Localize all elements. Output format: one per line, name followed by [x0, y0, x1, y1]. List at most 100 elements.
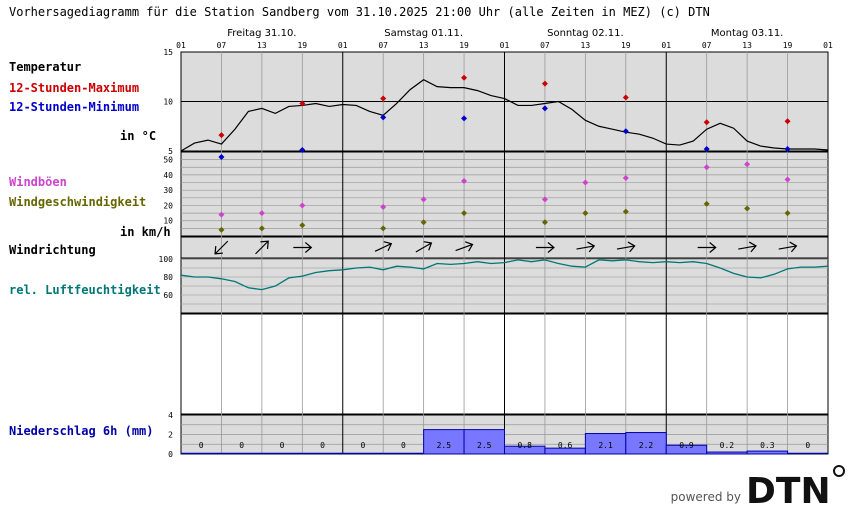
wind-gust-point	[744, 161, 751, 168]
day-label: Sonntag 02.11.	[547, 28, 624, 39]
wind-arrow-icon	[535, 242, 555, 253]
wind-arrow-icon	[738, 241, 757, 253]
wind-arrow-icon	[576, 241, 596, 253]
wind-arrow-shape	[535, 242, 555, 253]
wind-speed-point	[622, 208, 629, 215]
wind-arrow-shape	[576, 241, 596, 253]
precipitation-value-label: 0	[280, 441, 285, 450]
wind-arrow-shape	[214, 240, 229, 255]
hour-tick-label: 07	[217, 41, 227, 50]
day-label: Freitag 31.10.	[227, 28, 296, 39]
day-label: Montag 03.11.	[711, 28, 783, 39]
chart-marks: 0 0 0 0 0 0 2.5 2.5 0.8 0.6 2.1 2.2 0.9 0.2 0.3 0	[180, 74, 829, 455]
min-temperature-point	[380, 114, 387, 121]
hour-tick-label: 13	[419, 41, 429, 50]
wind-speed-point	[420, 219, 427, 226]
wind-speed-point	[218, 226, 225, 233]
wind-speed-point	[258, 225, 265, 232]
hour-tick-label: 01	[176, 41, 186, 50]
wind-arrow-shape	[697, 242, 717, 253]
wind-arrow-shape	[415, 241, 433, 253]
wind-axis-tick: 10	[163, 217, 173, 226]
wind-arrow-shape	[255, 240, 269, 255]
precipitation-axis-tick: 0	[168, 450, 173, 459]
gust-label: Windböen	[9, 175, 67, 189]
wind-gust-point	[582, 179, 589, 186]
temperature-axis-tick: 15	[163, 48, 173, 57]
humidity-axis-tick: 80	[163, 273, 173, 282]
precipitation-bar	[706, 451, 748, 455]
min-temperature-point	[218, 153, 225, 160]
hour-tick-label: 13	[257, 41, 267, 50]
hour-tick-label: 13	[742, 41, 752, 50]
wind-arrow-icon	[697, 242, 717, 253]
max-temperature-point	[784, 118, 791, 125]
hour-tick-label: 01	[338, 41, 348, 50]
wind-arrow-shape	[778, 241, 798, 253]
hour-tick-label: 01	[500, 41, 510, 50]
precipitation-value-label: 2.5	[477, 441, 492, 450]
wind-arrow-icon	[778, 241, 798, 253]
wind-speed-point	[703, 200, 710, 207]
max-temperature-label: 12-Stunden-Maximum	[9, 81, 139, 95]
min-temperature-point	[541, 105, 548, 112]
dtn-logo-text: DTN	[746, 471, 831, 512]
wind-speed-point	[299, 222, 306, 229]
wind-gust-point	[380, 203, 387, 210]
hour-tick-label: 19	[783, 41, 793, 50]
precipitation-bar	[423, 429, 465, 455]
precipitation-value-label: 0	[199, 441, 204, 450]
wind-speed-label: Windgeschwindigkeit	[9, 195, 146, 209]
precipitation-axis-tick: 2	[168, 431, 173, 440]
humidity-label: rel. Luftfeuchtigkeit	[9, 283, 161, 297]
wind-speed-point	[461, 210, 468, 217]
min-temperature-point	[703, 146, 710, 153]
wind-arrow-shape	[616, 241, 636, 253]
precipitation-value-label: 2.2	[639, 441, 654, 450]
hour-tick-label: 01	[661, 41, 671, 50]
hour-ticks: 01 07 13 19 01 07 13 19 01 07 13 19 01 07 13 19 01 5 10 15 1…	[159, 41, 833, 459]
wind-arrow-icon	[293, 242, 313, 253]
precipitation-axis-tick: 4	[168, 411, 173, 420]
hour-tick-label: 19	[621, 41, 631, 50]
max-temperature-point	[380, 95, 387, 102]
temperature-axis-tick: 5	[168, 147, 173, 156]
min-temperature-point	[622, 128, 629, 135]
precipitation-value-label: 0	[805, 441, 810, 450]
wind-arrow-icon	[455, 241, 474, 252]
max-temperature-point	[218, 132, 225, 139]
min-temperature-point	[299, 147, 306, 154]
humidity-axis-tick: 100	[159, 255, 174, 264]
wind-axis-tick: 40	[163, 171, 173, 180]
hour-tick-label: 19	[297, 41, 307, 50]
temperature-label: Temperatur	[9, 60, 81, 74]
wind-gust-point	[784, 176, 791, 183]
max-temperature-point	[622, 94, 629, 101]
wind-axis-tick: 50	[163, 156, 173, 165]
wind-gust-point	[299, 202, 306, 209]
wind-gust-point	[218, 211, 225, 218]
wind-direction-label: Windrichtung	[9, 243, 96, 257]
precipitation-bar	[463, 429, 505, 455]
precipitation-value-label: 2.5	[437, 441, 452, 450]
wind-unit: in km/h	[120, 225, 171, 239]
wind-speed-point	[380, 225, 387, 232]
hour-tick-label: 07	[540, 41, 550, 50]
wind-gust-point	[258, 210, 265, 217]
wind-arrow-shape	[738, 241, 757, 253]
precipitation-value-label: 0	[320, 441, 325, 450]
precipitation-value-label: 0	[361, 441, 366, 450]
wind-speed-point	[582, 210, 589, 217]
precipitation-value-label: 0.3	[760, 441, 775, 450]
precipitation-value-label: 0.2	[720, 441, 735, 450]
hour-tick-label: 13	[581, 41, 591, 50]
hour-tick-label: 19	[459, 41, 469, 50]
precipitation-value-label: 0	[401, 441, 406, 450]
max-temperature-point	[461, 74, 468, 81]
precipitation-bar	[625, 432, 667, 455]
hour-tick-label: 07	[378, 41, 388, 50]
max-temperature-point	[541, 80, 548, 87]
wind-arrow-shape	[374, 241, 393, 252]
logo-dot-icon	[833, 465, 845, 477]
